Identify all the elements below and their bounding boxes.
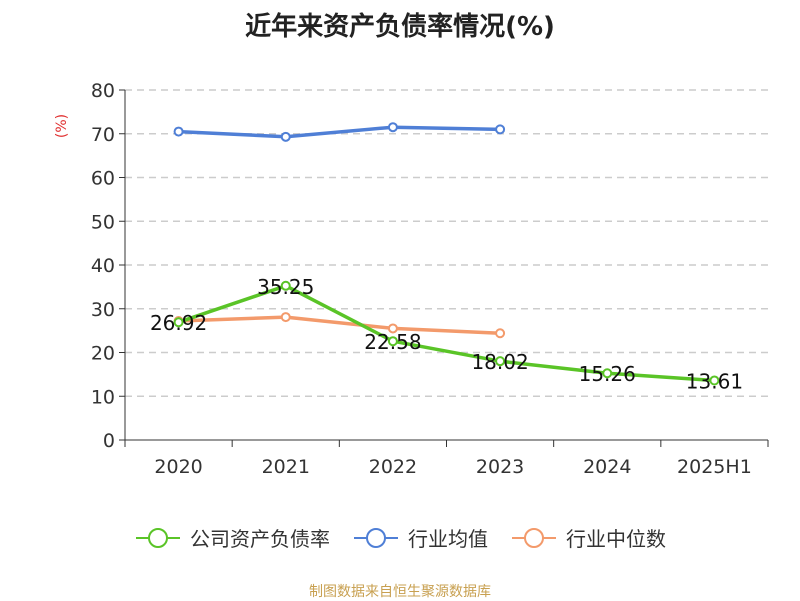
data-label: 35.25 xyxy=(257,275,314,299)
data-point xyxy=(709,375,720,386)
x-tick-label: 2024 xyxy=(583,456,631,478)
data-label: 26.92 xyxy=(150,311,207,335)
legend-marker xyxy=(148,527,168,548)
series-line xyxy=(178,284,715,383)
y-tick-label: 70 xyxy=(91,124,115,146)
y-tick-label: 20 xyxy=(91,343,115,365)
y-tick-label: 0 xyxy=(103,430,115,452)
y-tick-label: 80 xyxy=(91,80,115,102)
y-tick-label: 60 xyxy=(91,168,115,190)
data-point xyxy=(280,312,291,323)
legend-symbol xyxy=(354,527,398,548)
data-point xyxy=(495,356,506,367)
x-tick-label: 2025H1 xyxy=(677,456,752,478)
chart-title: 近年来资产负债率情况(%) xyxy=(245,12,555,42)
y-axis-label: (%) xyxy=(54,114,70,138)
legend-label: 行业中位数 xyxy=(566,527,666,551)
x-tick-label: 2021 xyxy=(262,456,310,478)
data-point xyxy=(602,368,613,379)
legend-item[interactable]: 行业均值 xyxy=(352,523,488,552)
series-line xyxy=(178,125,501,139)
data-point xyxy=(387,336,398,347)
legend-item[interactable]: 公司资产负债率 xyxy=(134,523,330,552)
data-point xyxy=(173,126,184,137)
x-tick-label: 2020 xyxy=(154,456,202,478)
data-point xyxy=(280,131,291,142)
data-point xyxy=(495,328,506,339)
legend: 公司资产负债率 行业均值 行业中位数 xyxy=(0,523,800,552)
data-point xyxy=(387,323,398,334)
legend-marker xyxy=(366,527,386,548)
data-point xyxy=(280,280,291,291)
data-label: 15.26 xyxy=(579,362,636,386)
x-tick-label: 2023 xyxy=(476,456,524,478)
y-tick-label: 10 xyxy=(91,386,115,408)
y-tick-label: 40 xyxy=(91,255,115,277)
legend-marker xyxy=(524,527,544,548)
data-point xyxy=(173,317,184,328)
legend-label: 行业均值 xyxy=(408,527,488,551)
data-point xyxy=(495,124,506,135)
legend-symbol xyxy=(136,527,180,548)
data-labels: 26.92 35.25 22.58 18.02 15.26 13.61 xyxy=(150,275,743,394)
data-label: 13.61 xyxy=(686,369,743,393)
legend-symbol xyxy=(512,527,556,548)
x-tick-label: 2022 xyxy=(369,456,417,478)
data-label: 18.02 xyxy=(471,350,528,374)
y-tick-label: 30 xyxy=(91,299,115,321)
axes: 0 10 20 30 40 50 60 70 80 2020 2021 2022 2023 2024 202… xyxy=(91,80,769,478)
source-note: 制图数据来自恒生聚源数据库 xyxy=(309,584,491,600)
y-tick-label: 50 xyxy=(91,211,115,233)
series-line xyxy=(178,315,501,336)
legend-item[interactable]: 行业中位数 xyxy=(510,523,666,552)
data-label: 22.58 xyxy=(364,330,421,354)
series-layer xyxy=(173,122,720,386)
data-point xyxy=(387,122,398,133)
legend-label: 公司资产负债率 xyxy=(190,527,330,551)
